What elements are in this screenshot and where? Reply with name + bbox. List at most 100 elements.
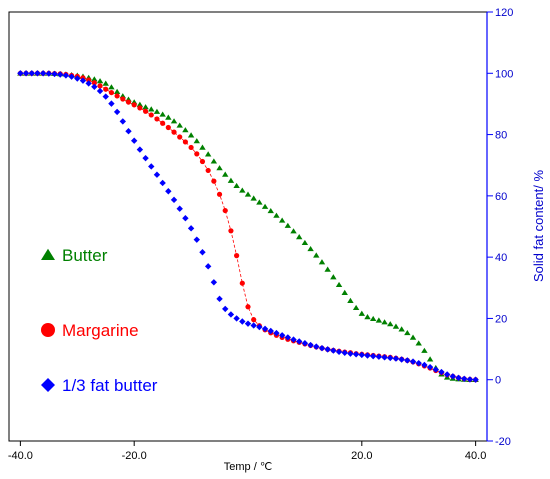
data-point — [296, 234, 303, 240]
data-point — [426, 356, 434, 362]
data-point — [233, 182, 240, 189]
data-point — [284, 334, 292, 341]
data-point — [119, 118, 127, 125]
data-point — [102, 93, 109, 100]
data-point — [199, 144, 206, 150]
data-point — [449, 373, 457, 380]
data-point — [387, 354, 394, 362]
data-point — [222, 207, 228, 214]
legend-marker — [41, 248, 55, 261]
series-layer — [17, 70, 479, 383]
data-point — [188, 144, 194, 151]
data-point — [381, 354, 388, 361]
legend-label: 1/3 fat butter — [62, 376, 158, 395]
data-point — [284, 222, 292, 228]
data-point — [210, 279, 218, 286]
data-point — [432, 366, 439, 373]
data-point — [91, 80, 97, 86]
data-point — [251, 317, 257, 323]
data-point — [211, 178, 217, 184]
data-point — [193, 138, 200, 144]
data-point — [227, 177, 235, 183]
data-point — [136, 101, 144, 107]
data-point — [137, 105, 143, 111]
data-point — [125, 128, 132, 135]
data-point — [142, 104, 149, 110]
data-point — [74, 75, 81, 82]
data-point — [455, 374, 462, 382]
data-point — [153, 108, 161, 114]
data-point — [119, 93, 127, 99]
data-point — [392, 323, 400, 329]
data-point — [34, 70, 41, 77]
data-point — [421, 361, 428, 369]
data-point — [318, 259, 326, 265]
data-point — [131, 102, 137, 108]
data-point — [182, 139, 189, 145]
data-point — [313, 343, 320, 350]
data-point — [341, 289, 348, 295]
data-point — [165, 124, 171, 131]
data-point — [22, 70, 30, 77]
x-tick-label: -40.0 — [8, 450, 33, 462]
data-point — [472, 376, 479, 383]
data-point — [234, 253, 240, 259]
data-point — [228, 228, 234, 234]
data-point — [171, 129, 177, 135]
data-point — [68, 73, 75, 80]
data-point — [91, 83, 98, 90]
data-point — [352, 304, 360, 311]
data-point — [364, 352, 371, 359]
legend-label: Butter — [62, 246, 108, 265]
data-point — [290, 228, 297, 234]
data-point — [130, 137, 138, 144]
data-point — [216, 165, 223, 171]
data-point — [426, 363, 434, 371]
y-tick-label: 0 — [495, 375, 501, 387]
y-tick-label: 120 — [495, 7, 513, 19]
data-point — [148, 112, 154, 118]
data-point — [194, 151, 200, 157]
data-point — [193, 236, 200, 243]
data-point — [318, 344, 326, 352]
data-point — [313, 252, 320, 258]
data-point — [51, 70, 58, 78]
data-point — [415, 359, 422, 367]
data-point — [233, 315, 240, 322]
data-point — [102, 80, 109, 86]
data-point — [398, 326, 405, 332]
data-point — [216, 191, 223, 197]
data-point — [369, 315, 377, 322]
data-point — [330, 274, 337, 280]
series-diamond — [17, 70, 479, 383]
data-point — [222, 305, 229, 313]
data-point — [341, 349, 348, 356]
data-point — [278, 217, 286, 223]
data-point — [182, 127, 189, 133]
data-point — [364, 314, 371, 320]
data-point — [301, 340, 309, 347]
data-point — [125, 99, 132, 105]
data-point — [330, 347, 337, 354]
data-point — [245, 304, 251, 310]
data-point — [187, 132, 195, 138]
data-point — [96, 78, 104, 84]
data-point — [398, 356, 405, 363]
data-point — [307, 245, 314, 252]
data-point — [159, 179, 166, 187]
data-point — [290, 336, 297, 343]
data-point — [204, 151, 212, 157]
data-point — [97, 83, 103, 89]
data-point — [57, 71, 64, 78]
data-point — [278, 332, 286, 339]
y-axis: -20 0 20 40 60 80 100 120 — [486, 7, 513, 448]
data-point — [170, 196, 178, 204]
data-point — [273, 329, 280, 337]
data-point — [136, 146, 144, 153]
data-point — [222, 171, 229, 177]
data-point — [307, 341, 314, 349]
data-point — [404, 357, 411, 364]
data-point — [256, 199, 263, 205]
data-point — [187, 225, 195, 232]
data-point — [114, 93, 120, 99]
